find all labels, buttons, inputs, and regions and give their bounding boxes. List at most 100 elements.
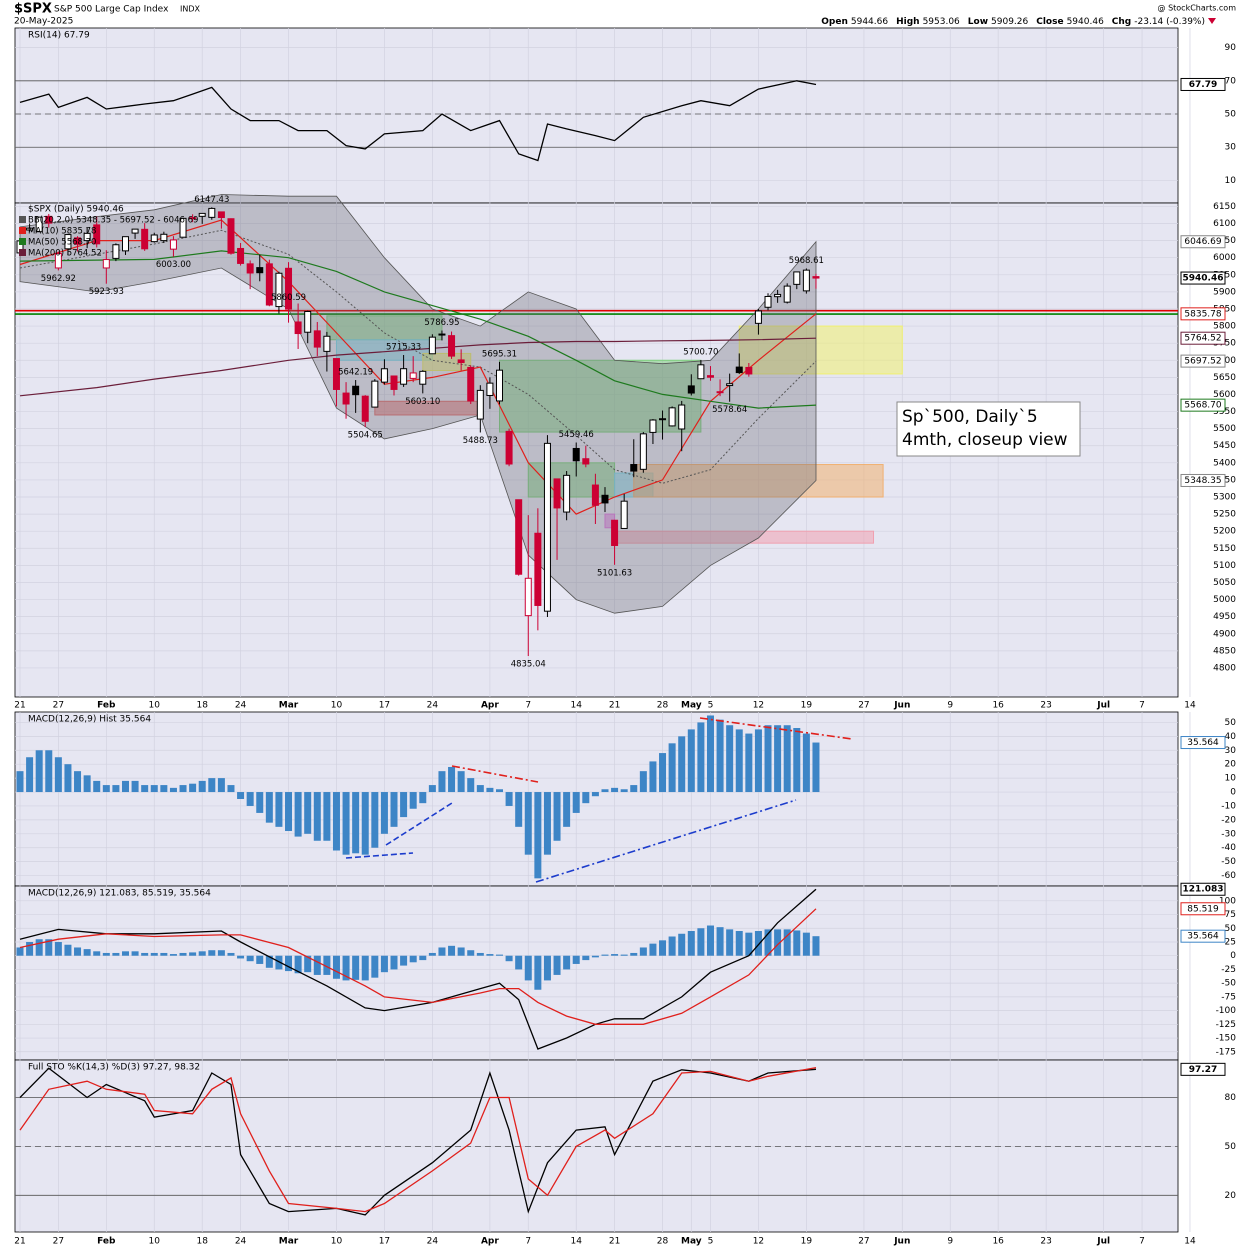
y-tick-label: 5600: [1213, 390, 1236, 400]
candle-body: [745, 366, 753, 375]
candle-body: [179, 217, 187, 238]
histogram-bar: [198, 780, 206, 793]
y-tick-label: -20: [1221, 815, 1236, 825]
x-tick-label: 10: [149, 1237, 161, 1247]
trend-line: [451, 765, 539, 783]
histogram-bar: [496, 789, 503, 793]
y-tick-label: -10: [1221, 801, 1236, 811]
value-tag-label: 5764.52: [1184, 334, 1221, 344]
histogram-bar: [169, 787, 177, 793]
y-tick-label: 75: [1225, 910, 1236, 920]
histogram-bar: [332, 955, 340, 979]
histogram-bar: [563, 792, 571, 827]
y-tick-label: 25: [1225, 937, 1236, 947]
y-tick-label: -75: [1221, 992, 1236, 1002]
x-tick-label: 21: [609, 1237, 620, 1247]
histogram-bar: [783, 929, 791, 956]
x-tick-label: 14: [570, 1237, 582, 1247]
legend-swatch: [19, 227, 26, 234]
histogram-bar: [428, 785, 436, 793]
histogram-bar: [563, 955, 571, 970]
y-tick-label: 10: [1225, 176, 1237, 186]
note-line: Sp`500, Daily`5: [902, 407, 1038, 427]
histogram-bar: [208, 950, 216, 956]
x-tick-label: 24: [427, 701, 439, 711]
histogram-bar: [54, 941, 62, 956]
quote-value: 5909.26: [991, 17, 1028, 27]
price-annotation: 5488.73: [463, 436, 498, 446]
quote-label: Low: [968, 17, 988, 27]
legend-entry: MA(200) 5764.52: [28, 249, 102, 259]
histogram-bar: [419, 955, 427, 961]
candle-body: [64, 234, 72, 250]
histogram-bar: [313, 792, 321, 841]
histogram-bar: [217, 950, 225, 956]
histogram-bar: [534, 955, 542, 990]
histogram-bar: [217, 778, 225, 793]
value-tag-label: 5697.52: [1184, 357, 1221, 367]
y-tick-label: 5450: [1213, 441, 1236, 451]
histogram-bar: [16, 947, 24, 956]
line-series: [19, 80, 817, 162]
histogram-bar: [659, 940, 667, 956]
histogram-bar: [265, 792, 273, 823]
candle-body: [457, 359, 465, 364]
candle-body: [93, 224, 101, 245]
candle-body: [524, 577, 532, 617]
histogram-bar: [256, 955, 264, 964]
price-annotation: 5504.65: [348, 431, 383, 441]
y-tick-label: 5300: [1213, 493, 1236, 503]
histogram-bar: [313, 955, 321, 975]
candle-body: [275, 272, 283, 308]
y-tick-label: 20: [1225, 1191, 1237, 1201]
histogram-bar: [285, 792, 293, 832]
value-tag: [1180, 929, 1226, 943]
histogram-bar: [783, 725, 791, 793]
x-tick-label: Jul: [1096, 701, 1110, 711]
candle-body: [802, 269, 810, 292]
x-tick-label: 27: [858, 1237, 869, 1247]
candle-body: [400, 368, 408, 385]
y-tick-label: 50: [1225, 1142, 1237, 1152]
price-annotation: 5101.63: [597, 568, 632, 578]
panel-title: MACD(12,26,9) Hist 35.564: [28, 715, 151, 725]
candle-body: [141, 228, 149, 250]
candle-body: [409, 372, 417, 379]
candle-body: [601, 494, 609, 504]
quote-label: Chg: [1112, 17, 1131, 27]
legend-swatch: [19, 216, 26, 223]
candle-body: [543, 442, 551, 612]
histogram-bar: [83, 949, 91, 956]
histogram-bar: [591, 955, 599, 958]
histogram-bar: [179, 952, 187, 956]
histogram-bar: [774, 725, 782, 793]
candle-body: [361, 395, 369, 422]
price-annotation: 5962.92: [41, 274, 76, 284]
zone: [738, 325, 903, 375]
histogram-bar: [275, 792, 283, 827]
x-tick-label: 21: [14, 701, 25, 711]
histogram-bar: [726, 929, 734, 956]
candle-body: [371, 380, 379, 408]
x-tick-label: 10: [331, 1237, 343, 1247]
legend-entry: MA(50) 5568.70: [28, 238, 96, 248]
candle-body: [448, 335, 456, 357]
value-tag-label: 97.27: [1189, 1065, 1217, 1075]
y-tick-label: -40: [1221, 843, 1236, 853]
histogram-bar: [74, 771, 82, 793]
candle-body: [285, 267, 293, 310]
trend-line: [345, 852, 414, 859]
candle-body: [611, 519, 619, 546]
line-series: [19, 1067, 817, 1216]
y-tick-label: 6100: [1213, 219, 1236, 229]
value-tag: [1180, 473, 1226, 487]
quote-value: -23.14 (-0.39%): [1134, 17, 1205, 27]
y-tick-label: 6150: [1213, 202, 1236, 212]
candle-body: [678, 404, 686, 430]
histogram-bar: [678, 933, 686, 956]
histogram-bar: [457, 947, 465, 956]
candle-body: [572, 447, 580, 462]
x-tick-label: 24: [235, 1237, 247, 1247]
y-tick-label: 5800: [1213, 322, 1236, 332]
candle-body: [726, 383, 734, 387]
